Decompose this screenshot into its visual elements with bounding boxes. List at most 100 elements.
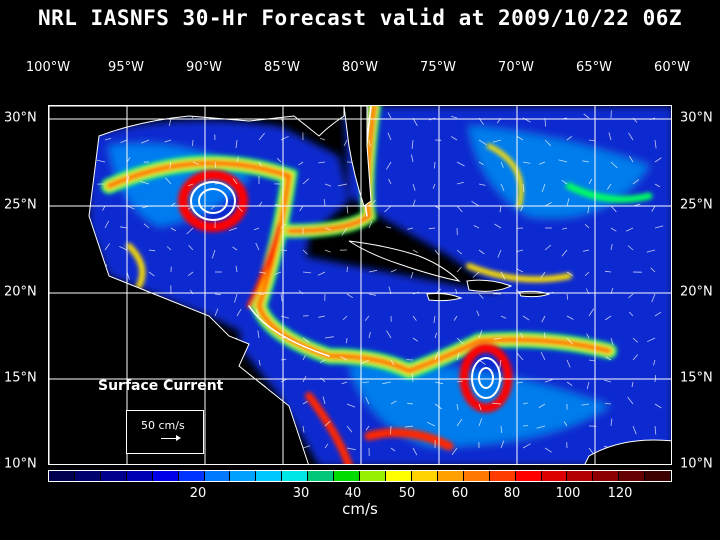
velocity-arrow — [453, 315, 458, 321]
velocity-arrow — [412, 447, 418, 456]
velocity-arrow — [522, 183, 525, 192]
velocity-arrow — [604, 315, 612, 321]
velocity-arrow — [368, 220, 373, 229]
velocity-arrow — [433, 161, 436, 169]
velocity-arrow — [298, 161, 304, 166]
velocity-arrow — [411, 373, 414, 383]
velocity-arrow — [654, 225, 664, 229]
velocity-arrow — [141, 139, 150, 144]
velocity-arrow — [214, 182, 223, 185]
velocity-arrow — [236, 205, 243, 212]
velocity-arrow — [520, 333, 524, 339]
velocity-arrow — [544, 332, 546, 339]
velocity-arrow — [625, 227, 634, 232]
colorbar-swatch — [256, 471, 283, 481]
velocity-arrow — [165, 177, 172, 185]
velocity-arrow — [276, 157, 282, 163]
velocity-arrow — [456, 403, 459, 411]
velocity-arrow — [412, 199, 416, 207]
velocity-arrow — [632, 337, 638, 343]
velocity-arrow — [540, 352, 546, 361]
velocity-arrow — [255, 242, 260, 251]
velocity-arrow — [104, 243, 110, 251]
colorbar-swatch — [619, 471, 646, 481]
colorbar-swatch — [541, 471, 568, 481]
velocity-arrow — [102, 205, 106, 211]
colorbar-swatch — [49, 471, 75, 481]
colorbar-swatch — [593, 471, 620, 481]
velocity-arrow — [317, 271, 326, 276]
velocity-arrow — [650, 267, 656, 273]
velocity-arrow — [588, 359, 596, 362]
velocity-arrow — [390, 359, 395, 366]
colorbar-tick: 40 — [344, 486, 362, 501]
velocity-arrow — [302, 271, 312, 274]
velocity-arrow — [324, 420, 331, 427]
velocity-arrow — [434, 352, 438, 361]
velocity-arrow — [610, 337, 614, 346]
velocity-arrow — [390, 447, 396, 452]
velocity-arrow — [541, 315, 546, 323]
velocity-arrow — [610, 244, 613, 251]
velocity-arrow — [341, 227, 348, 236]
colorbar-swatch — [178, 471, 205, 481]
graticule — [49, 106, 671, 464]
velocity-arrow — [566, 315, 574, 320]
lat-label-left: 15°N — [4, 370, 37, 386]
velocity-arrow — [563, 421, 568, 427]
velocity-arrow — [478, 330, 483, 339]
velocity-arrow — [318, 315, 326, 318]
velocity-arrow — [478, 359, 486, 365]
velocity-arrow — [544, 379, 553, 383]
velocity-arrow — [653, 359, 656, 366]
velocity-arrow — [544, 244, 552, 251]
lat-label-right: 10°N — [680, 456, 713, 472]
velocity-arrow — [346, 205, 349, 214]
velocity-arrow — [387, 112, 392, 119]
velocity-arrow — [476, 310, 480, 317]
vector-scale-legend: 50 cm/s — [126, 410, 204, 454]
velocity-arrow — [651, 205, 656, 212]
velocity-arrow — [235, 139, 238, 149]
colorbar-swatch — [489, 471, 516, 481]
velocity-arrow — [561, 179, 568, 185]
velocity-arrow — [588, 308, 595, 317]
vector-scale-label: 50 cm/s — [141, 419, 185, 432]
velocity-arrow — [257, 330, 260, 339]
velocity-arrow — [280, 315, 290, 319]
colorbar-swatch — [230, 471, 257, 481]
velocity-arrow — [192, 139, 194, 146]
velocity-arrow — [404, 425, 414, 428]
velocity-arrow — [280, 249, 288, 251]
velocity-arrow — [610, 205, 617, 213]
velocity-arrow — [140, 181, 150, 185]
velocity-arrow — [566, 271, 573, 277]
map-canvas — [49, 106, 671, 464]
velocity-arrow — [605, 403, 612, 405]
colorbar-swatch — [645, 471, 672, 481]
velocity-arrow — [280, 358, 287, 361]
velocity-arrow — [500, 183, 505, 192]
velocity-arrow — [407, 402, 414, 405]
colorbar-swatch — [308, 471, 335, 481]
velocity-arrow — [258, 271, 266, 274]
colorbar-swatch — [204, 471, 231, 481]
velocity-arrow — [456, 249, 463, 255]
colorbar-tick: 20 — [189, 486, 207, 501]
velocity-arrow — [492, 402, 502, 405]
velocity-arrow — [320, 359, 326, 364]
velocity-arrow — [364, 315, 370, 321]
velocity-arrow — [188, 245, 194, 251]
velocity-arrow — [432, 183, 436, 189]
velocity-arrow — [522, 161, 531, 164]
velocity-arrow — [320, 137, 326, 141]
velocity-arrow — [280, 135, 289, 141]
velocity-arrow — [104, 220, 110, 229]
velocity-arrow — [538, 161, 546, 165]
velocity-arrow — [627, 245, 634, 251]
velocity-arrow — [582, 160, 590, 163]
colorbar-swatch — [100, 471, 127, 481]
colorbar-swatch — [282, 471, 309, 481]
velocity-arrow — [318, 161, 326, 164]
velocity-arrow — [631, 381, 634, 388]
